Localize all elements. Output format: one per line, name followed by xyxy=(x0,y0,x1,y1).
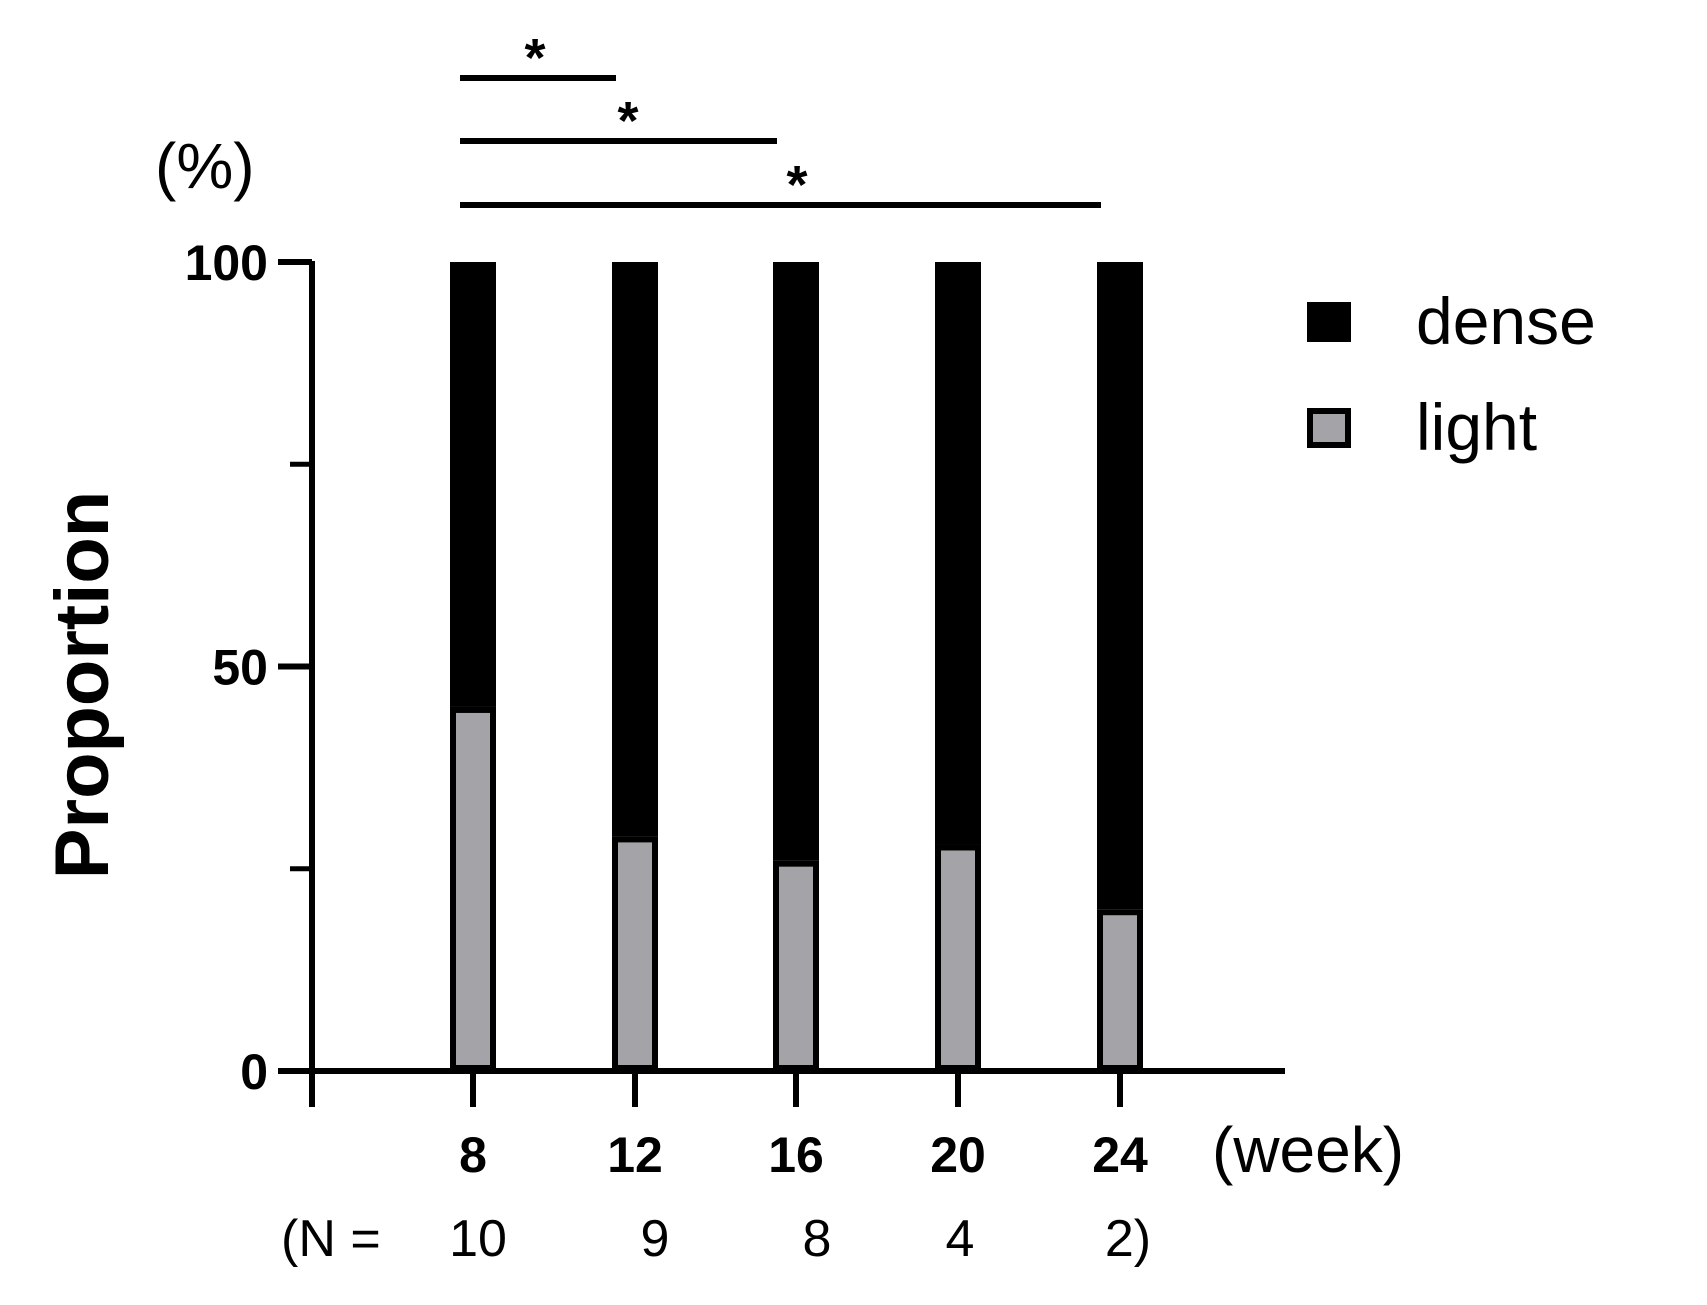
y-axis-label: Proportion xyxy=(40,491,125,879)
n-label-8: 10 xyxy=(449,1210,507,1268)
bar-light-12 xyxy=(612,836,658,1072)
bars-group xyxy=(450,262,1143,1072)
legend: dense light xyxy=(1307,284,1596,464)
bar-dense-12 xyxy=(612,262,658,837)
legend-swatch-light xyxy=(1307,408,1351,448)
n-prefix-label: (N = xyxy=(281,1210,381,1268)
significance-group: * * * xyxy=(460,28,1101,215)
bar-dense-8 xyxy=(450,262,496,707)
bar-dense-16 xyxy=(773,262,819,861)
x-tick-label-16: 16 xyxy=(768,1127,824,1183)
n-label-24: 2) xyxy=(1105,1210,1151,1268)
y-tick-label-100: 100 xyxy=(185,235,268,291)
bar-dense-24 xyxy=(1097,262,1143,910)
x-tick-label-24: 24 xyxy=(1092,1127,1148,1183)
x-tick-label-20: 20 xyxy=(930,1127,986,1183)
x-tick-label-8: 8 xyxy=(459,1127,487,1183)
n-label-20: 4 xyxy=(946,1210,975,1268)
n-label-16: 8 xyxy=(803,1210,832,1268)
bar-light-16 xyxy=(773,860,819,1071)
x-unit-label: (week) xyxy=(1212,1114,1404,1186)
significance-star-8-12: * xyxy=(524,28,545,88)
bar-light-8 xyxy=(450,706,496,1071)
y-tick-label-0: 0 xyxy=(240,1044,268,1100)
legend-label-dense: dense xyxy=(1416,284,1596,358)
x-tick-label-12: 12 xyxy=(607,1127,663,1183)
y-unit-label: (%) xyxy=(155,130,255,202)
legend-label-light: light xyxy=(1416,390,1537,464)
legend-swatch-dense xyxy=(1307,302,1351,342)
ticks-group: 0 50 100 8 10 12 9 16 8 20 4 24 2) xyxy=(185,235,1152,1268)
significance-star-8-24: * xyxy=(786,155,807,215)
bar-light-20 xyxy=(935,844,981,1071)
significance-star-8-16: * xyxy=(617,91,638,151)
n-label-12: 9 xyxy=(641,1210,670,1268)
bar-dense-20 xyxy=(935,262,981,845)
y-tick-label-50: 50 xyxy=(212,640,268,696)
bar-light-24 xyxy=(1097,909,1143,1072)
